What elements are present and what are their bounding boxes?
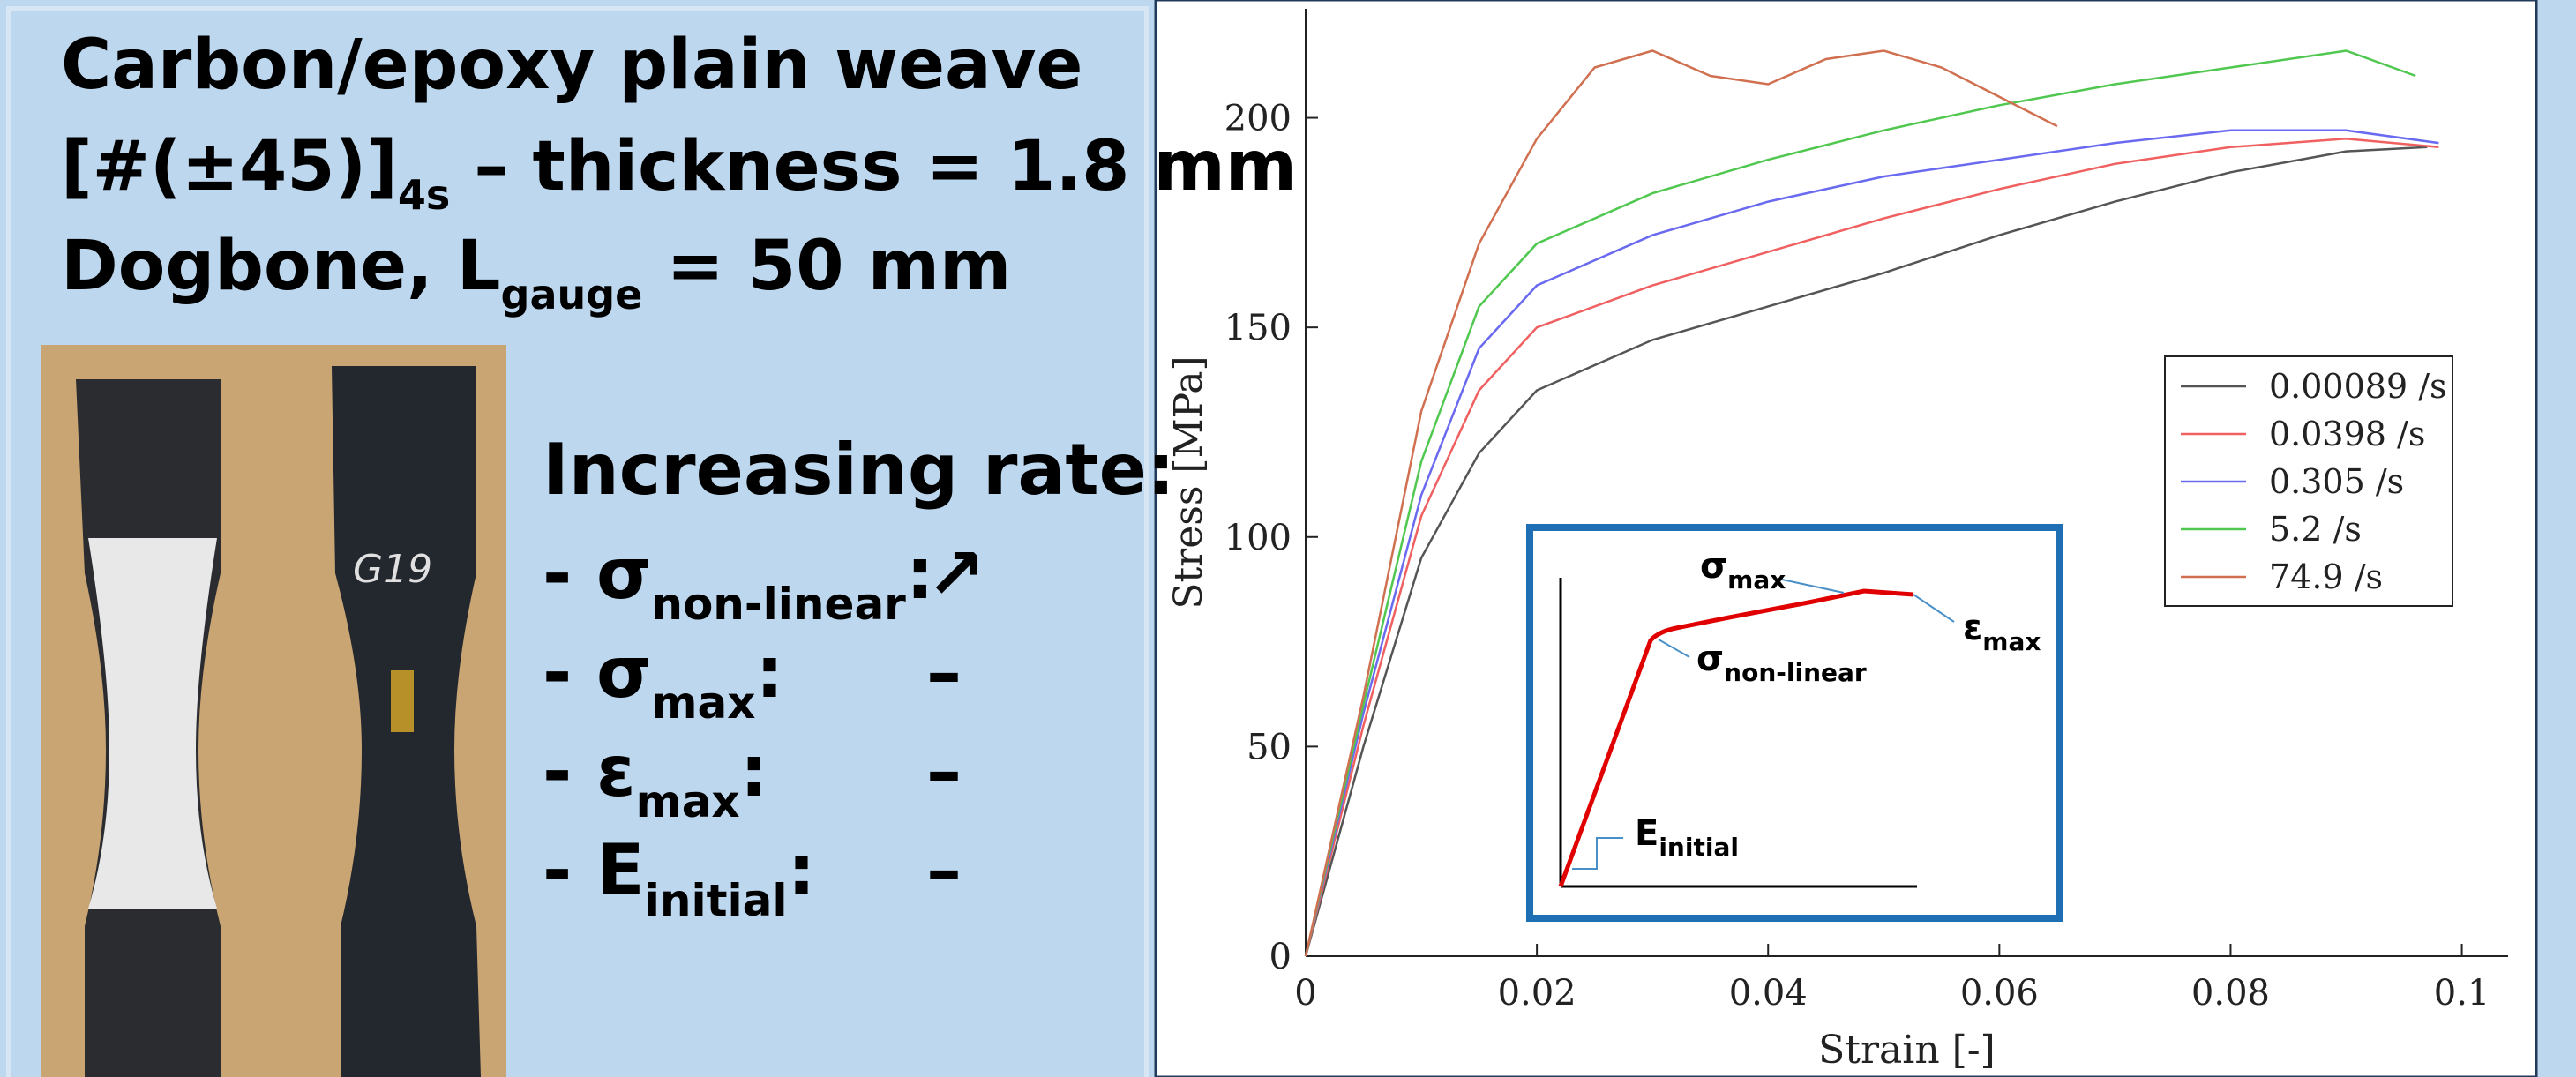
series-line bbox=[1304, 49, 2058, 957]
subscript: gauge bbox=[501, 271, 643, 318]
text: Dogbone, L bbox=[61, 227, 501, 306]
speckle bbox=[88, 538, 217, 909]
legend-label: 0.305 /s bbox=[2269, 462, 2404, 501]
legend-label: 74.9 /s bbox=[2269, 557, 2383, 596]
inset-label: σnon-linear bbox=[1696, 639, 1867, 687]
text: : bbox=[788, 829, 816, 911]
series-line bbox=[1304, 146, 2428, 957]
rate-item: - εmax: bbox=[543, 730, 768, 827]
subscript: non-linear bbox=[1724, 658, 1867, 687]
inset-label: σmax bbox=[1700, 546, 1786, 595]
photo: G19 bbox=[41, 345, 506, 1077]
subscript: initial bbox=[1659, 833, 1739, 862]
x-tick-label: 0.08 bbox=[2191, 973, 2270, 1013]
leaders bbox=[1572, 579, 1955, 870]
text: - σ bbox=[543, 632, 651, 714]
rates-heading: Increasing rate: bbox=[543, 429, 1175, 511]
rates: Increasing rate: - σnon-linear:↗- σmax: –… bbox=[543, 429, 1175, 926]
text: : bbox=[740, 730, 768, 812]
inset-label: Einitial bbox=[1635, 813, 1739, 862]
subscript: max bbox=[651, 677, 755, 729]
text: = 50 mm bbox=[642, 227, 1011, 306]
subscript: non-linear bbox=[651, 579, 906, 630]
series-line bbox=[1304, 129, 2439, 957]
legend-label: 5.2 /s bbox=[2269, 510, 2362, 549]
subscript: max bbox=[636, 776, 740, 827]
title-line: Dogbone, Lgauge = 50 mm bbox=[61, 227, 1011, 318]
subscript: max bbox=[1727, 565, 1786, 595]
text: - σ bbox=[543, 533, 651, 615]
text: E bbox=[1635, 813, 1659, 854]
x-tick-label: 0 bbox=[1294, 973, 1316, 1013]
text: σ bbox=[1696, 639, 1724, 679]
inset-label: εmax bbox=[1963, 608, 2041, 656]
panel-frame bbox=[6, 6, 1149, 1077]
text: : bbox=[755, 632, 783, 714]
chart: 0 0.02 0.04 0.06 0.08 0.1 0 50 100 150 200 Strain [… bbox=[1166, 9, 2508, 1073]
inset-curve bbox=[1558, 588, 1914, 887]
rate-item: - σnon-linear: bbox=[543, 533, 934, 630]
rate-item: - Einitial: bbox=[543, 829, 816, 926]
strain-gauge bbox=[391, 670, 414, 732]
legend-label: 0.00089 /s bbox=[2269, 367, 2447, 406]
inset-frame bbox=[1526, 524, 2063, 922]
x-axis-label: Strain [-] bbox=[1818, 1028, 1996, 1073]
rate-trend: ↗ bbox=[926, 533, 985, 615]
text: ε bbox=[1963, 608, 1982, 648]
y-tick-label: 50 bbox=[1247, 727, 1292, 767]
rate-item: - σmax: bbox=[543, 632, 783, 729]
y-tick-label: 100 bbox=[1224, 518, 1292, 558]
inset: σmax εmax σnon-linear Einitial bbox=[1526, 524, 2063, 922]
y-tick-label: 150 bbox=[1224, 308, 1292, 348]
text: - ε bbox=[543, 730, 636, 812]
x-tick-label: 0.1 bbox=[2434, 973, 2490, 1013]
text: - E bbox=[543, 829, 645, 911]
photo-label: G19 bbox=[353, 547, 432, 592]
title-line: Carbon/epoxy plain weave bbox=[61, 26, 1082, 105]
subscript: 4s bbox=[398, 171, 450, 219]
title: Carbon/epoxy plain weave [#(±45)]4s – th… bbox=[61, 26, 1297, 318]
series-line bbox=[1304, 49, 2416, 957]
y-axis-label: Stress [MPa] bbox=[1166, 355, 1211, 609]
rate-trend: – bbox=[926, 730, 962, 812]
y-tick-label: 0 bbox=[1269, 937, 1292, 977]
text: σ bbox=[1700, 546, 1727, 587]
text: : bbox=[906, 533, 934, 615]
rate-trend: – bbox=[926, 829, 962, 911]
title-line: [#(±45)]4s – thickness = 1.8 mm bbox=[61, 127, 1297, 219]
text: [#(±45)] bbox=[61, 127, 398, 206]
subscript: max bbox=[1982, 627, 2041, 656]
y-tick-label: 200 bbox=[1224, 99, 1292, 139]
subscript: initial bbox=[645, 875, 788, 926]
legend-label: 0.0398 /s bbox=[2269, 415, 2425, 453]
x-tick-label: 0.02 bbox=[1498, 973, 1576, 1013]
text: – thickness = 1.8 mm bbox=[450, 127, 1297, 206]
series-line bbox=[1304, 138, 2439, 957]
rate-trend: – bbox=[926, 632, 962, 714]
x-tick-label: 0.04 bbox=[1729, 973, 1808, 1013]
x-tick-label: 0.06 bbox=[1960, 973, 2039, 1013]
